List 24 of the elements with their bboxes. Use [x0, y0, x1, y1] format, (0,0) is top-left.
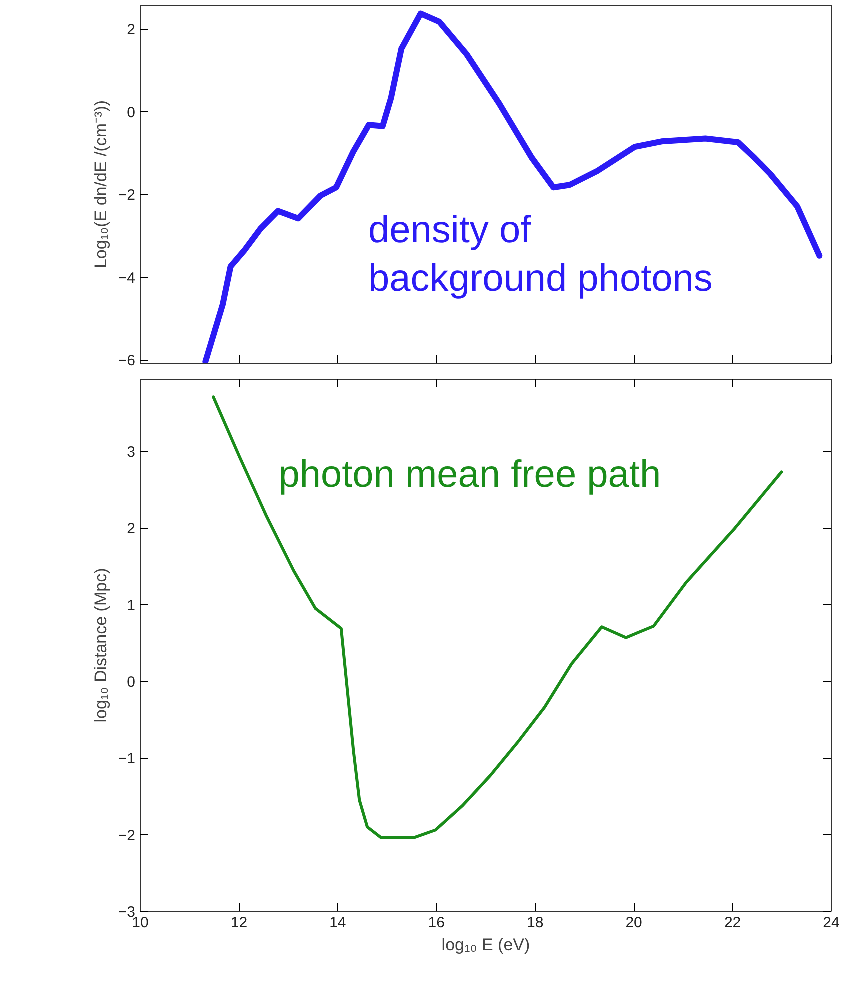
y-tick-label: 0: [127, 674, 136, 692]
y-tick-label: −6: [118, 352, 136, 370]
series-label: density of background photons: [368, 210, 713, 300]
x-tick-label: 14: [330, 914, 346, 932]
x-tick-label: 18: [527, 914, 544, 932]
x-tick-label: 24: [823, 914, 840, 932]
y-axis-title: log₁₀ Distance (Mpc): [91, 568, 110, 723]
x-tick-label: 22: [724, 914, 742, 932]
x-tick-label: 16: [428, 914, 445, 932]
y-tick-label: 3: [127, 444, 136, 462]
y-tick-label: −2: [118, 187, 136, 204]
x-axis-title: log₁₀ E (eV): [442, 936, 530, 954]
x-tick-label: 12: [230, 914, 248, 932]
y-axis-title: Log₁₀(E dn/dE /(cm⁻³)): [91, 100, 110, 269]
y-tick-label: 1: [127, 597, 136, 614]
y-tick-label: −1: [118, 750, 136, 768]
y-tick-label: 2: [127, 520, 136, 538]
y-tick-label: −4: [118, 270, 136, 287]
y-tick-label: 0: [127, 104, 136, 122]
x-tick-label: 20: [626, 914, 642, 932]
y-tick-label: 2: [127, 22, 136, 39]
y-tick-label: −2: [118, 827, 136, 844]
line-series: [212, 396, 784, 840]
series-label: photon mean free path: [278, 454, 662, 496]
